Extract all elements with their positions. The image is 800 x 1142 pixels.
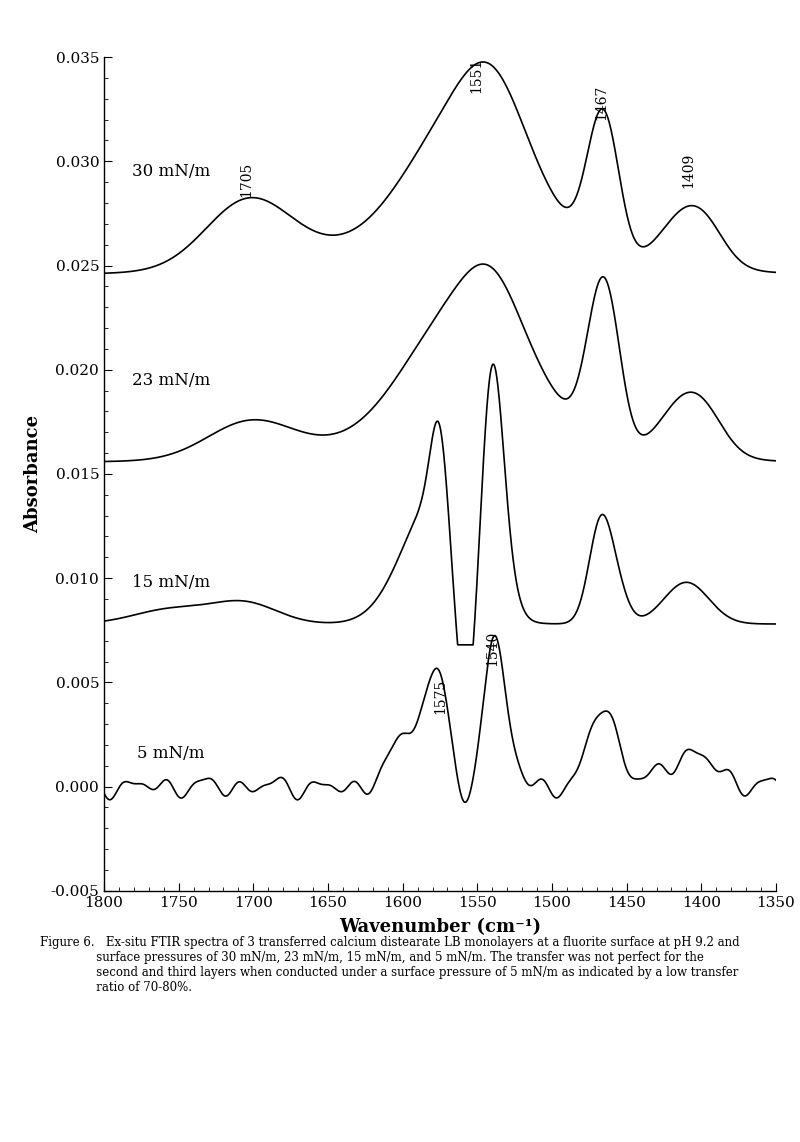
Text: 1540: 1540	[486, 630, 499, 666]
Text: 1467: 1467	[594, 85, 608, 120]
Text: 1705: 1705	[239, 161, 253, 196]
Text: 1409: 1409	[681, 153, 695, 188]
X-axis label: Wavenumber (cm⁻¹): Wavenumber (cm⁻¹)	[339, 918, 541, 936]
Text: 23 mN/m: 23 mN/m	[132, 371, 210, 388]
Text: 5 mN/m: 5 mN/m	[138, 745, 205, 762]
Text: 1575: 1575	[433, 678, 447, 714]
Text: 1551: 1551	[469, 57, 483, 93]
Text: 30 mN/m: 30 mN/m	[132, 163, 210, 180]
Y-axis label: Absorbance: Absorbance	[24, 415, 42, 533]
Text: Figure 6.   Ex-situ FTIR spectra of 3 transferred calcium distearate LB monolaye: Figure 6. Ex-situ FTIR spectra of 3 tran…	[40, 936, 740, 995]
Text: 15 mN/m: 15 mN/m	[132, 573, 210, 590]
